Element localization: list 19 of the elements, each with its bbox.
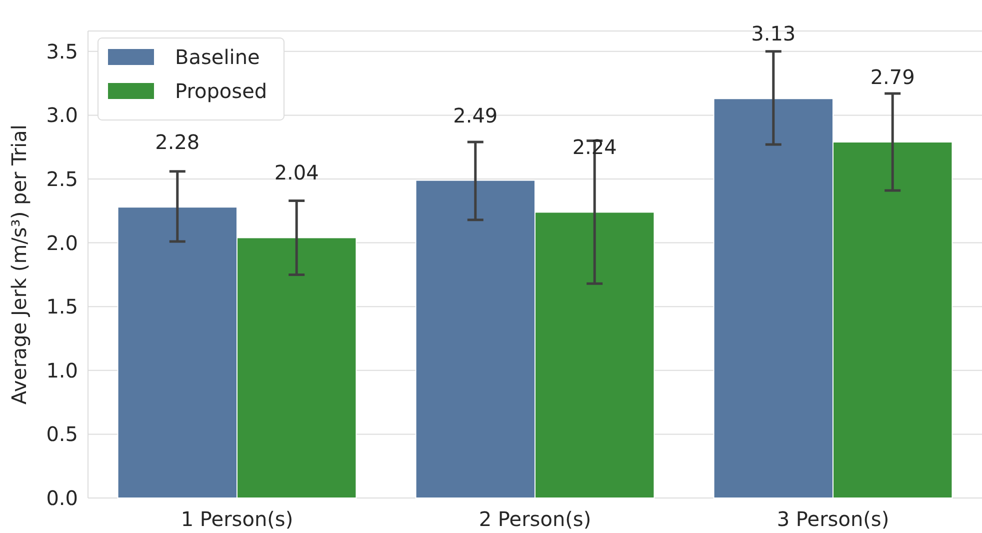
- data-label: 2.28: [155, 130, 200, 154]
- data-label: 2.79: [870, 65, 915, 90]
- x-tick-label: 3 Person(s): [776, 507, 890, 531]
- y-tick-label: 2.0: [46, 230, 78, 255]
- y-tick-label: 1.5: [46, 294, 78, 319]
- y-tick-label: 3.5: [46, 39, 78, 64]
- y-tick-label: 2.5: [46, 167, 78, 192]
- y-tick-label: 1.0: [46, 358, 78, 382]
- x-tick-label: 2 Person(s): [478, 507, 592, 531]
- y-tick-label: 0.0: [46, 486, 78, 510]
- data-label: 2.49: [453, 103, 498, 128]
- data-label: 2.04: [274, 160, 319, 185]
- y-tick-label: 3.0: [46, 103, 78, 128]
- x-tick-label: 1 Person(s): [180, 507, 294, 531]
- y-axis-title: Average Jerk (m/s³) per Trial: [7, 124, 31, 404]
- data-label: 3.13: [751, 22, 796, 46]
- y-tick-label: 0.5: [46, 422, 78, 446]
- legend-label: Proposed: [175, 79, 268, 103]
- legend-label: Baseline: [175, 45, 260, 69]
